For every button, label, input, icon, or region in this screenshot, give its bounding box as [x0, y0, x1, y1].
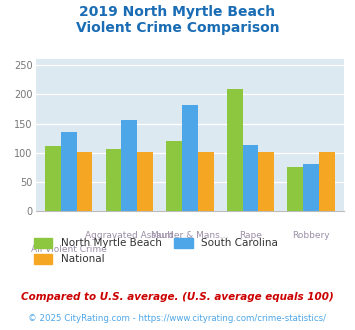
Bar — [198, 152, 214, 211]
Bar — [258, 152, 274, 211]
Bar — [288, 167, 303, 211]
Text: Violent Crime Comparison: Violent Crime Comparison — [76, 21, 279, 35]
Bar — [319, 152, 335, 211]
Bar — [166, 141, 182, 211]
Text: Murder & Mans...: Murder & Mans... — [151, 231, 229, 240]
Bar — [77, 152, 92, 211]
Text: Compared to U.S. average. (U.S. average equals 100): Compared to U.S. average. (U.S. average … — [21, 292, 334, 302]
Bar — [121, 119, 137, 211]
Bar — [61, 132, 77, 211]
Bar — [137, 152, 153, 211]
Text: Aggravated Assault: Aggravated Assault — [85, 231, 174, 240]
Bar — [45, 146, 61, 211]
Bar — [303, 164, 319, 211]
Legend: North Myrtle Beach, National, South Carolina: North Myrtle Beach, National, South Caro… — [34, 238, 278, 264]
Text: 2019 North Myrtle Beach: 2019 North Myrtle Beach — [80, 5, 275, 19]
Text: Rape: Rape — [239, 231, 262, 240]
Bar — [182, 105, 198, 211]
Text: Robbery: Robbery — [292, 231, 330, 240]
Bar — [227, 88, 242, 211]
Bar — [106, 149, 121, 211]
Text: © 2025 CityRating.com - https://www.cityrating.com/crime-statistics/: © 2025 CityRating.com - https://www.city… — [28, 314, 327, 323]
Bar — [242, 145, 258, 211]
Text: All Violent Crime: All Violent Crime — [31, 245, 107, 253]
